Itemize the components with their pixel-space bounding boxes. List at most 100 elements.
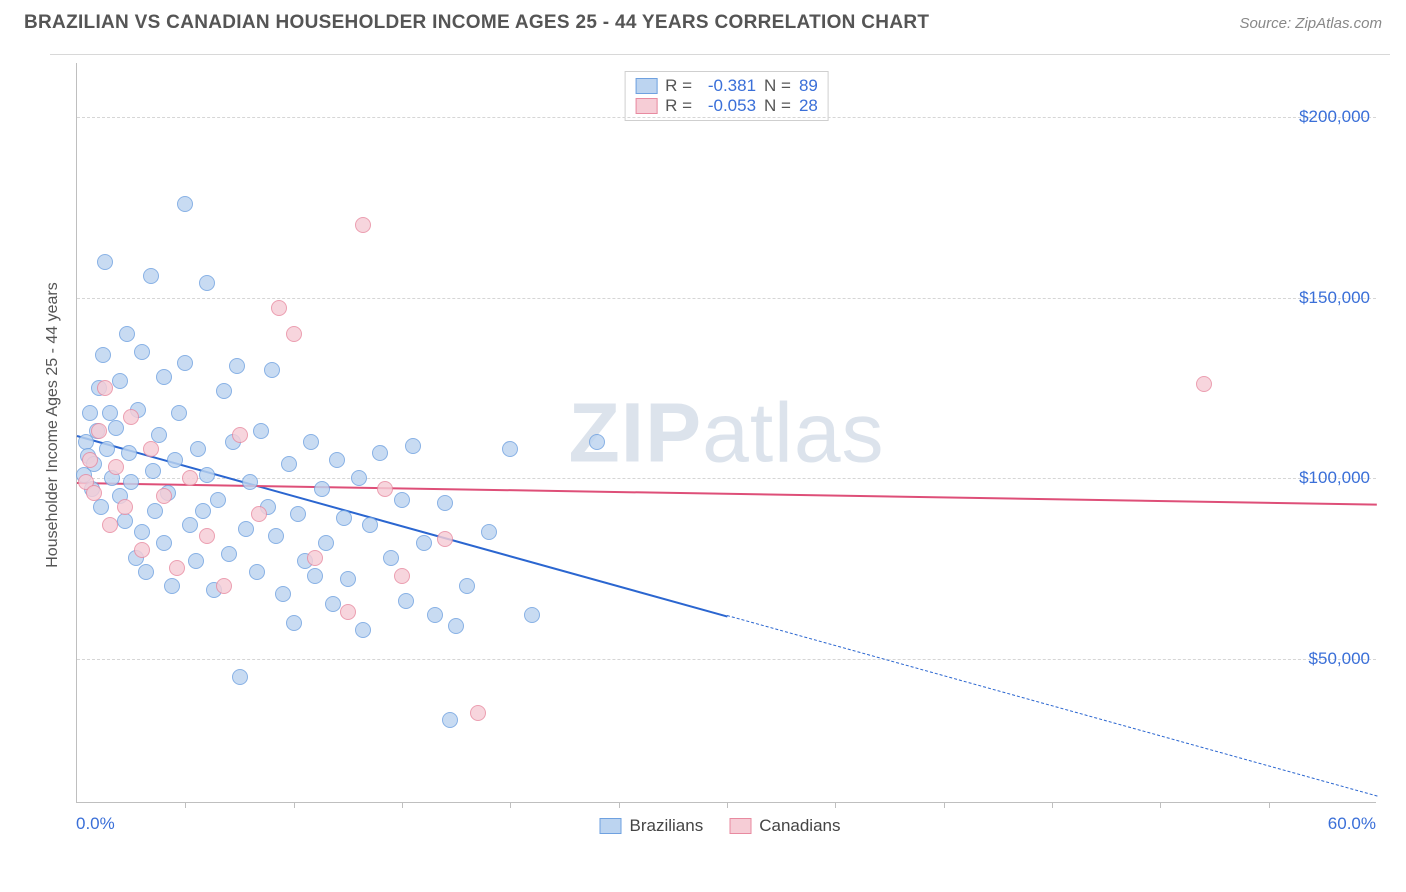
data-point <box>216 578 232 594</box>
data-point <box>164 578 180 594</box>
x-tick <box>402 802 403 808</box>
data-point <box>121 445 137 461</box>
gridline <box>77 478 1376 479</box>
data-point <box>177 196 193 212</box>
data-point <box>325 596 341 612</box>
regression-line <box>727 615 1377 796</box>
data-point <box>190 441 206 457</box>
chart-title: BRAZILIAN VS CANADIAN HOUSEHOLDER INCOME… <box>24 12 929 34</box>
data-point <box>416 535 432 551</box>
data-point <box>502 441 518 457</box>
data-point <box>188 553 204 569</box>
data-point <box>372 445 388 461</box>
data-point <box>232 669 248 685</box>
data-point <box>199 275 215 291</box>
x-axis-min-label: 0.0% <box>76 814 115 834</box>
x-tick <box>185 802 186 808</box>
x-tick <box>944 802 945 808</box>
r-label: R = <box>665 96 692 116</box>
data-point <box>82 452 98 468</box>
data-point <box>229 358 245 374</box>
data-point <box>167 452 183 468</box>
legend-series: Brazilians Canadians <box>600 816 841 836</box>
data-point <box>307 550 323 566</box>
data-point <box>102 517 118 533</box>
data-point <box>177 355 193 371</box>
data-point <box>134 344 150 360</box>
n-value: 89 <box>799 76 818 96</box>
source-label: Source: ZipAtlas.com <box>1239 15 1382 32</box>
y-axis-title: Householder Income Ages 25 - 44 years <box>44 282 62 568</box>
data-point <box>405 438 421 454</box>
x-tick <box>835 802 836 808</box>
data-point <box>138 564 154 580</box>
data-point <box>329 452 345 468</box>
data-point <box>275 586 291 602</box>
data-point <box>394 492 410 508</box>
legend-item: Brazilians <box>600 816 704 836</box>
data-point <box>108 459 124 475</box>
gridline <box>77 117 1376 118</box>
data-point <box>249 564 265 580</box>
data-point <box>119 326 135 342</box>
data-point <box>264 362 280 378</box>
x-tick <box>1052 802 1053 808</box>
data-point <box>91 423 107 439</box>
x-tick <box>727 802 728 808</box>
data-point <box>589 434 605 450</box>
y-tick-label: $50,000 <box>1309 649 1370 669</box>
data-point <box>286 615 302 631</box>
data-point <box>251 506 267 522</box>
x-tick <box>510 802 511 808</box>
data-point <box>182 470 198 486</box>
data-point <box>303 434 319 450</box>
data-point <box>199 528 215 544</box>
data-point <box>362 517 378 533</box>
data-point <box>355 622 371 638</box>
data-point <box>108 420 124 436</box>
data-point <box>123 409 139 425</box>
data-point <box>216 383 232 399</box>
data-point <box>99 441 115 457</box>
r-label: R = <box>665 76 692 96</box>
data-point <box>524 607 540 623</box>
swatch-canadians-icon <box>635 98 657 114</box>
data-point <box>268 528 284 544</box>
gridline <box>77 298 1376 299</box>
data-point <box>147 503 163 519</box>
data-point <box>394 568 410 584</box>
data-point <box>95 347 111 363</box>
gridline <box>77 659 1376 660</box>
data-point <box>398 593 414 609</box>
data-point <box>314 481 330 497</box>
y-tick-label: $100,000 <box>1299 468 1370 488</box>
data-point <box>182 517 198 533</box>
data-point <box>271 300 287 316</box>
data-point <box>134 524 150 540</box>
legend-stats: R = -0.381 N = 89 R = -0.053 N = 28 <box>624 71 829 121</box>
data-point <box>448 618 464 634</box>
data-point <box>134 542 150 558</box>
data-point <box>86 485 102 501</box>
series-name: Canadians <box>759 816 840 836</box>
watermark-atlas: atlas <box>702 385 884 479</box>
swatch-brazilians-icon <box>635 78 657 94</box>
data-point <box>112 373 128 389</box>
x-tick <box>1269 802 1270 808</box>
data-point <box>351 470 367 486</box>
data-point <box>210 492 226 508</box>
swatch-brazilians-icon <box>600 818 622 834</box>
n-label: N = <box>764 96 791 116</box>
data-point <box>156 535 172 551</box>
data-point <box>97 380 113 396</box>
n-label: N = <box>764 76 791 96</box>
watermark: ZIPatlas <box>568 384 884 481</box>
data-point <box>232 427 248 443</box>
data-point <box>437 531 453 547</box>
watermark-zip: ZIP <box>568 385 702 479</box>
data-point <box>93 499 109 515</box>
data-point <box>1196 376 1212 392</box>
data-point <box>171 405 187 421</box>
data-point <box>221 546 237 562</box>
data-point <box>145 463 161 479</box>
